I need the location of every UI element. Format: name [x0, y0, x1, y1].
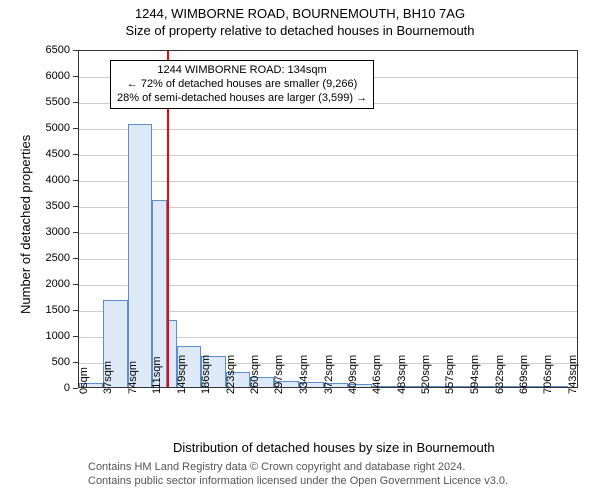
histogram-bar	[128, 124, 152, 387]
footer-line2: Contains public sector information licen…	[88, 474, 508, 488]
grid-line	[79, 155, 577, 156]
footer-attribution: Contains HM Land Registry data © Crown c…	[88, 460, 508, 489]
y-tick-mark	[73, 154, 78, 155]
info-box: 1244 WIMBORNE ROAD: 134sqm ← 72% of deta…	[110, 60, 374, 109]
y-tick-label: 2500	[30, 252, 70, 264]
y-tick-label: 1000	[30, 330, 70, 342]
y-tick-label: 3500	[30, 200, 70, 212]
infobox-line1: 1244 WIMBORNE ROAD: 134sqm	[117, 64, 367, 78]
y-tick-label: 5000	[30, 122, 70, 134]
grid-line	[79, 181, 577, 182]
y-tick-label: 3000	[30, 226, 70, 238]
footer-line1: Contains HM Land Registry data © Crown c…	[88, 460, 508, 474]
y-tick-mark	[73, 128, 78, 129]
y-tick-mark	[73, 362, 78, 363]
y-tick-mark	[73, 180, 78, 181]
infobox-line2: ← 72% of detached houses are smaller (9,…	[117, 78, 367, 92]
y-tick-mark	[73, 258, 78, 259]
y-tick-label: 6500	[30, 44, 70, 56]
y-tick-mark	[73, 50, 78, 51]
y-tick-mark	[73, 284, 78, 285]
y-tick-label: 5500	[30, 96, 70, 108]
y-tick-mark	[73, 206, 78, 207]
y-tick-mark	[73, 336, 78, 337]
y-tick-label: 4500	[30, 148, 70, 160]
y-tick-mark	[73, 102, 78, 103]
chart-title-sub: Size of property relative to detached ho…	[0, 21, 600, 38]
y-tick-mark	[73, 232, 78, 233]
infobox-line3: 28% of semi-detached houses are larger (…	[117, 92, 367, 106]
y-tick-mark	[73, 310, 78, 311]
y-tick-label: 2000	[30, 278, 70, 290]
chart-title-main: 1244, WIMBORNE ROAD, BOURNEMOUTH, BH10 7…	[0, 0, 600, 21]
y-tick-label: 1500	[30, 304, 70, 316]
y-tick-mark	[73, 76, 78, 77]
grid-line	[79, 129, 577, 130]
y-tick-label: 6000	[30, 70, 70, 82]
y-tick-label: 0	[30, 382, 70, 394]
y-tick-label: 4000	[30, 174, 70, 186]
chart-container: 1244, WIMBORNE ROAD, BOURNEMOUTH, BH10 7…	[0, 0, 600, 500]
x-axis-label: Distribution of detached houses by size …	[173, 440, 495, 455]
y-tick-label: 500	[30, 356, 70, 368]
